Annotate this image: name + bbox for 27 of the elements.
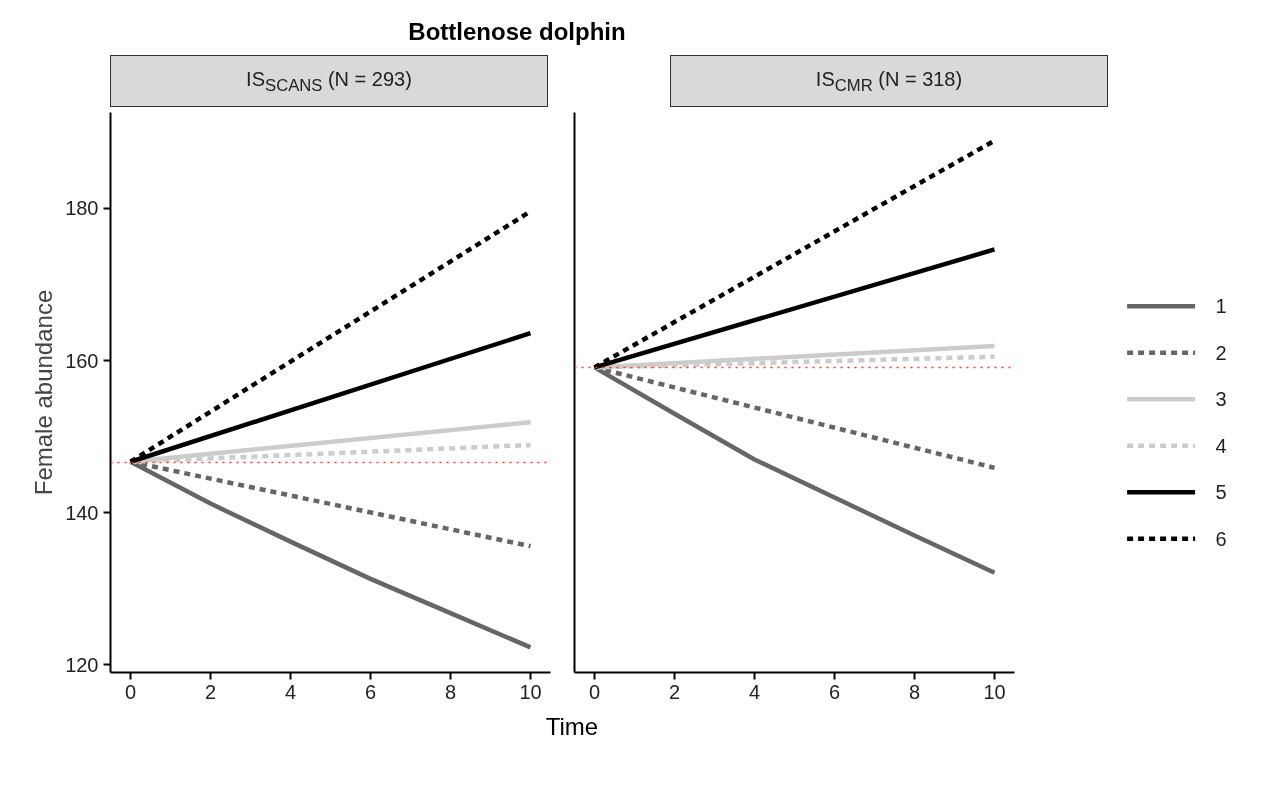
x-tick-label: 4 [284, 680, 297, 703]
x-tick-label: 10 [983, 680, 1006, 703]
legend-label: 3 [1215, 388, 1227, 411]
x-tick-label: 8 [908, 680, 921, 703]
y-tick-label: 160 [65, 349, 99, 372]
x-tick-label: 2 [204, 680, 217, 703]
x-tick-label: 0 [124, 680, 137, 703]
x-axis-title: Time [545, 712, 599, 742]
x-tick-label: 4 [748, 680, 761, 703]
x-tick-label: 0 [588, 680, 601, 703]
y-tick-label: 140 [65, 501, 99, 524]
chart-subtitle: IS$_{CMR}$ (N = 318) [815, 66, 963, 97]
legend-label: 4 [1215, 434, 1227, 457]
legend-label: 6 [1215, 527, 1227, 550]
legend-label: 5 [1215, 481, 1227, 504]
legend-label: 1 [1215, 295, 1227, 318]
y-axis-title: Female abundance [30, 289, 58, 496]
chart-title: Bottlenose dolphin [408, 17, 626, 47]
x-tick-label: 8 [444, 680, 457, 703]
x-tick-label: 10 [519, 680, 542, 703]
y-tick-label: 180 [65, 197, 99, 220]
y-tick-label: 120 [65, 653, 99, 676]
x-tick-label: 6 [828, 680, 841, 703]
legend-label: 2 [1215, 341, 1227, 364]
chart-subtitle: IS$_{SCANS}$ (N = 293) [246, 66, 412, 97]
x-tick-label: 6 [364, 680, 377, 703]
x-tick-label: 2 [668, 680, 681, 703]
